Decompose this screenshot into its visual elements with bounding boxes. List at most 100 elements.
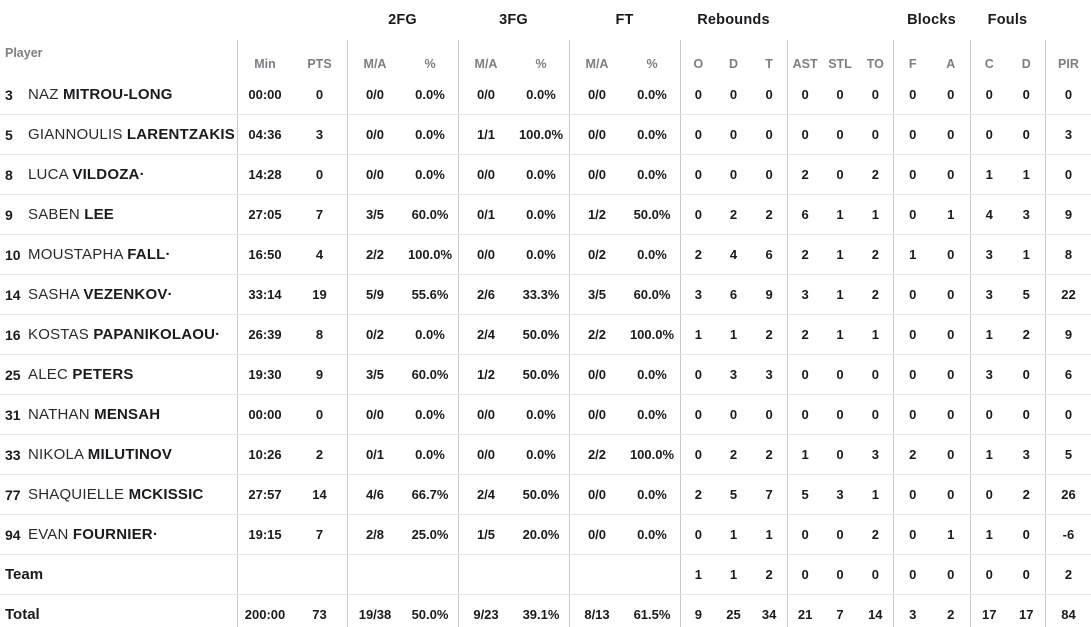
player-row[interactable]: 33 NIKOLA MILUTINOV 10:26 2 0/1 0.0% 0/0 0.0% 2/… xyxy=(0,435,1091,475)
player-name: GIANNOULIS LARENTZAKIS xyxy=(28,126,235,143)
column-header-pir-18: PIR xyxy=(1044,40,1091,75)
player-name: EVAN FOURNIER· xyxy=(28,526,159,543)
stat-cell: 3 xyxy=(680,275,716,314)
stat-cell: 2/2 xyxy=(347,235,402,274)
stat-cell: 10:26 xyxy=(237,435,292,474)
stat-cell: 1 xyxy=(1022,167,1030,182)
player-cell: 31 NATHAN MENSAH xyxy=(0,395,237,434)
stat-cell: 100.0% xyxy=(518,127,564,142)
player-row[interactable]: 31 NATHAN MENSAH 00:00 0 0/0 0.0% 0/0 0.0% 0/0 0.… xyxy=(0,395,1091,435)
stat-cell: 2 xyxy=(786,155,822,194)
stat-cell: 2 xyxy=(871,167,879,182)
stat-cell: 0.0% xyxy=(637,407,667,422)
stat-cell: 200:00 xyxy=(237,595,292,627)
stat-cell: 1 xyxy=(1022,247,1030,262)
stat-cell: 3 xyxy=(729,367,738,382)
player-row[interactable]: 5 GIANNOULIS LARENTZAKIS 04:36 3 0/0 0.0% 1/1 1… xyxy=(0,115,1091,155)
stat-cell: 0.0% xyxy=(637,167,667,182)
stat-cell: 100.0% xyxy=(407,247,453,262)
player-name: NIKOLA MILUTINOV xyxy=(28,446,173,463)
stat-cell xyxy=(292,555,347,594)
stat-cell: 0 xyxy=(680,195,716,234)
stat-cell: 0.0% xyxy=(637,87,667,102)
stat-cell: 19/38 xyxy=(347,595,402,627)
player-cell: 14 SASHA VEZENKOV· xyxy=(0,275,237,314)
stat-cell: 1 xyxy=(836,327,844,342)
stat-cell: 9 xyxy=(1044,195,1091,234)
player-name: ALEC PETERS xyxy=(28,366,134,383)
stat-cell: 0 xyxy=(892,355,932,394)
stat-cell: 2 xyxy=(1022,487,1030,502)
stat-cell: 0 xyxy=(947,87,955,102)
stat-cell: 1 xyxy=(836,287,844,302)
player-name: NATHAN MENSAH xyxy=(28,406,161,423)
stat-cell: 0 xyxy=(892,515,932,554)
stat-cell: 2 xyxy=(729,447,738,462)
stat-cell: 0 xyxy=(892,115,932,154)
stat-cell: 1 xyxy=(786,435,822,474)
player-row[interactable]: 3 NAZ MITROU-LONG 00:00 0 0/0 0.0% 0/0 0.0% 0/0 0… xyxy=(0,75,1091,115)
jersey-number: 25 xyxy=(5,366,21,383)
stat-cell: 60.0% xyxy=(411,207,449,222)
stat-cell: 6 xyxy=(1044,355,1091,394)
stat-cell: 0/0 xyxy=(347,395,402,434)
stat-cell: 0 xyxy=(786,355,822,394)
stat-cell: 2 xyxy=(871,527,879,542)
stat-cell: 0.0% xyxy=(415,87,445,102)
stat-cell: 26 xyxy=(1044,475,1091,514)
player-row[interactable]: 25 ALEC PETERS 19:30 9 3/5 60.0% 1/2 50.0% 0/0 0.… xyxy=(0,355,1091,395)
stat-cell: 1 xyxy=(871,487,879,502)
stat-cell: 1 xyxy=(836,247,844,262)
stat-cell: 0 xyxy=(969,555,1008,594)
column-header-o-8: O xyxy=(680,40,716,75)
group-header-2fg: 2FG xyxy=(388,12,417,28)
column-header-ma-6: M/A xyxy=(569,40,624,75)
stat-cell: 0 xyxy=(315,407,324,422)
player-row[interactable]: 94 EVAN FOURNIER· 19:15 7 2/8 25.0% 1/5 20.0% 0/… xyxy=(0,515,1091,555)
player-row[interactable]: 10 MOUSTAPHA FALL· 16:50 4 2/2 100.0% 0/0 0.0% 0… xyxy=(0,235,1091,275)
stat-cell: 1/1 xyxy=(458,115,513,154)
column-header-stl-12: STL xyxy=(828,57,852,71)
player-row[interactable]: 77 SHAQUIELLE MCKISSIC 27:57 14 4/6 66.7% 2/4 5… xyxy=(0,475,1091,515)
stat-cell: 0 xyxy=(836,407,844,422)
stat-cell: 0/0 xyxy=(458,435,513,474)
stat-cell: 0 xyxy=(1044,155,1091,194)
column-header--5: % xyxy=(535,57,547,71)
stat-cell: 04:36 xyxy=(237,115,292,154)
stat-cell: 2/2 xyxy=(569,435,624,474)
player-name: MOUSTAPHA FALL· xyxy=(28,246,171,263)
stat-cell: 4 xyxy=(969,195,1008,234)
stat-cell: 84 xyxy=(1044,595,1091,627)
stat-cell: 0 xyxy=(1044,75,1091,114)
stat-cell: 0 xyxy=(1022,87,1030,102)
stat-cell: 3 xyxy=(1022,207,1030,222)
stat-cell: 7 xyxy=(765,487,773,502)
stat-cell: 73 xyxy=(312,607,327,622)
jersey-number: 8 xyxy=(5,166,13,183)
player-row[interactable]: 9 SABEN LEE 27:05 7 3/5 60.0% 0/1 0.0% 1/2 50.0% 0… xyxy=(0,195,1091,235)
player-name: SABEN LEE xyxy=(28,206,115,223)
player-row[interactable]: 8 LUCA VILDOZA· 14:28 0 0/0 0.0% 0/0 0.0% 0/0 0.0… xyxy=(0,155,1091,195)
stat-cell: 21 xyxy=(786,595,822,627)
stat-cell: 6 xyxy=(765,247,773,262)
stat-cell: 0 xyxy=(729,407,738,422)
player-row[interactable]: 14 SASHA VEZENKOV· 33:14 19 5/9 55.6% 2/6 33.3%… xyxy=(0,275,1091,315)
stat-cell: 50.0% xyxy=(633,207,671,222)
stat-cell: 0/0 xyxy=(569,475,624,514)
stat-cell: 0.0% xyxy=(526,207,556,222)
row-label-cell: Team xyxy=(0,555,237,594)
player-row[interactable]: 16 KOSTAS PAPANIKOLAOU· 26:39 8 0/2 0.0% 2/4 50… xyxy=(0,315,1091,355)
stat-cell: 2 xyxy=(871,247,879,262)
stat-cell: 0 xyxy=(729,87,738,102)
row-label: Team xyxy=(5,566,44,583)
stat-cell: 1 xyxy=(947,527,955,542)
stat-cell: 2 xyxy=(765,207,773,222)
column-header--3: % xyxy=(424,57,436,71)
stat-cell: 0 xyxy=(836,447,844,462)
stat-cell: 0 xyxy=(871,407,879,422)
stat-cell: 0 xyxy=(969,75,1008,114)
stat-cell xyxy=(513,555,569,594)
stat-cell: 4 xyxy=(315,247,324,262)
stat-cell: 9 xyxy=(1044,315,1091,354)
column-header-min-0: Min xyxy=(237,40,292,75)
